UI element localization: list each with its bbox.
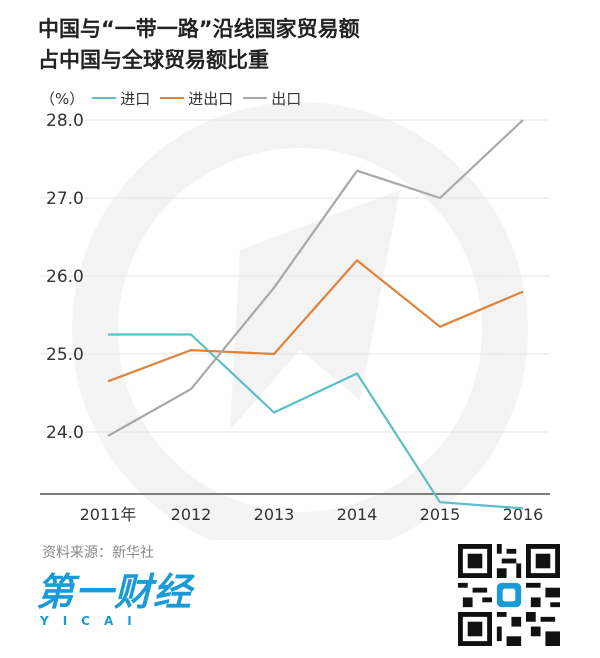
- series-line-export: [107, 119, 524, 437]
- x-tick-label: 2016: [503, 505, 544, 524]
- x-tick-label: 2015: [420, 505, 461, 524]
- source-note: 资料来源：新华社: [42, 545, 154, 561]
- line-chart: 28.027.026.025.024.0 2011年 2012 2013 2014 20…: [40, 102, 550, 540]
- y-tick-label: 28.0: [46, 111, 84, 131]
- y-axis-ticks: 28.0 27.0 26.0 25.0 24.0: [46, 111, 84, 443]
- logo-text-en: YICAI: [40, 614, 146, 628]
- qr-code-icon[interactable]: [458, 544, 560, 646]
- x-tick-label: 2012: [171, 505, 212, 524]
- watermark-icon: [72, 102, 528, 540]
- y-tick-label: 24.0: [46, 423, 84, 443]
- legend-item-import: 进口: [92, 88, 150, 109]
- x-tick-label: 2011年: [80, 505, 137, 524]
- logo-text-cn: 第一财经: [36, 570, 193, 614]
- series-line-total: [107, 259, 524, 383]
- title-line-1: 中国与“一带一路”沿线国家贸易额: [38, 17, 360, 41]
- legend-swatch-total: [160, 97, 185, 99]
- legend-swatch-export: [243, 97, 268, 99]
- x-tick-label: 2013: [254, 505, 295, 524]
- unit-label: （%）: [40, 89, 85, 108]
- legend-label-export: 出口: [271, 89, 302, 108]
- grid-lines: [40, 119, 550, 433]
- y-tick-label: 27.0: [46, 189, 84, 209]
- yicai-logo: 第一财经 YICAI: [36, 570, 206, 640]
- series-line-import: [108, 333, 524, 510]
- chart-title: 中国与“一带一路”沿线国家贸易额 占中国与全球贸易额比重: [38, 14, 558, 76]
- legend-label-import: 进口: [120, 89, 151, 108]
- legend-swatch-import: [92, 97, 117, 99]
- legend-item-export: 出口: [243, 88, 301, 109]
- legend-label-total: 进出口: [188, 89, 234, 108]
- legend-item-total: 进出口: [160, 88, 233, 109]
- title-line-2: 占中国与全球贸易额比重: [38, 48, 269, 72]
- series-lines: [107, 119, 524, 510]
- y-tick-label: 26.0: [46, 267, 84, 287]
- y-tick-label: 25.0: [46, 345, 84, 365]
- x-tick-label: 2014: [337, 505, 378, 524]
- x-axis-ticks: 2011年 2012 2013 2014 2015 2016: [80, 505, 544, 524]
- legend: （%） 进口 进出口 出口: [40, 88, 311, 108]
